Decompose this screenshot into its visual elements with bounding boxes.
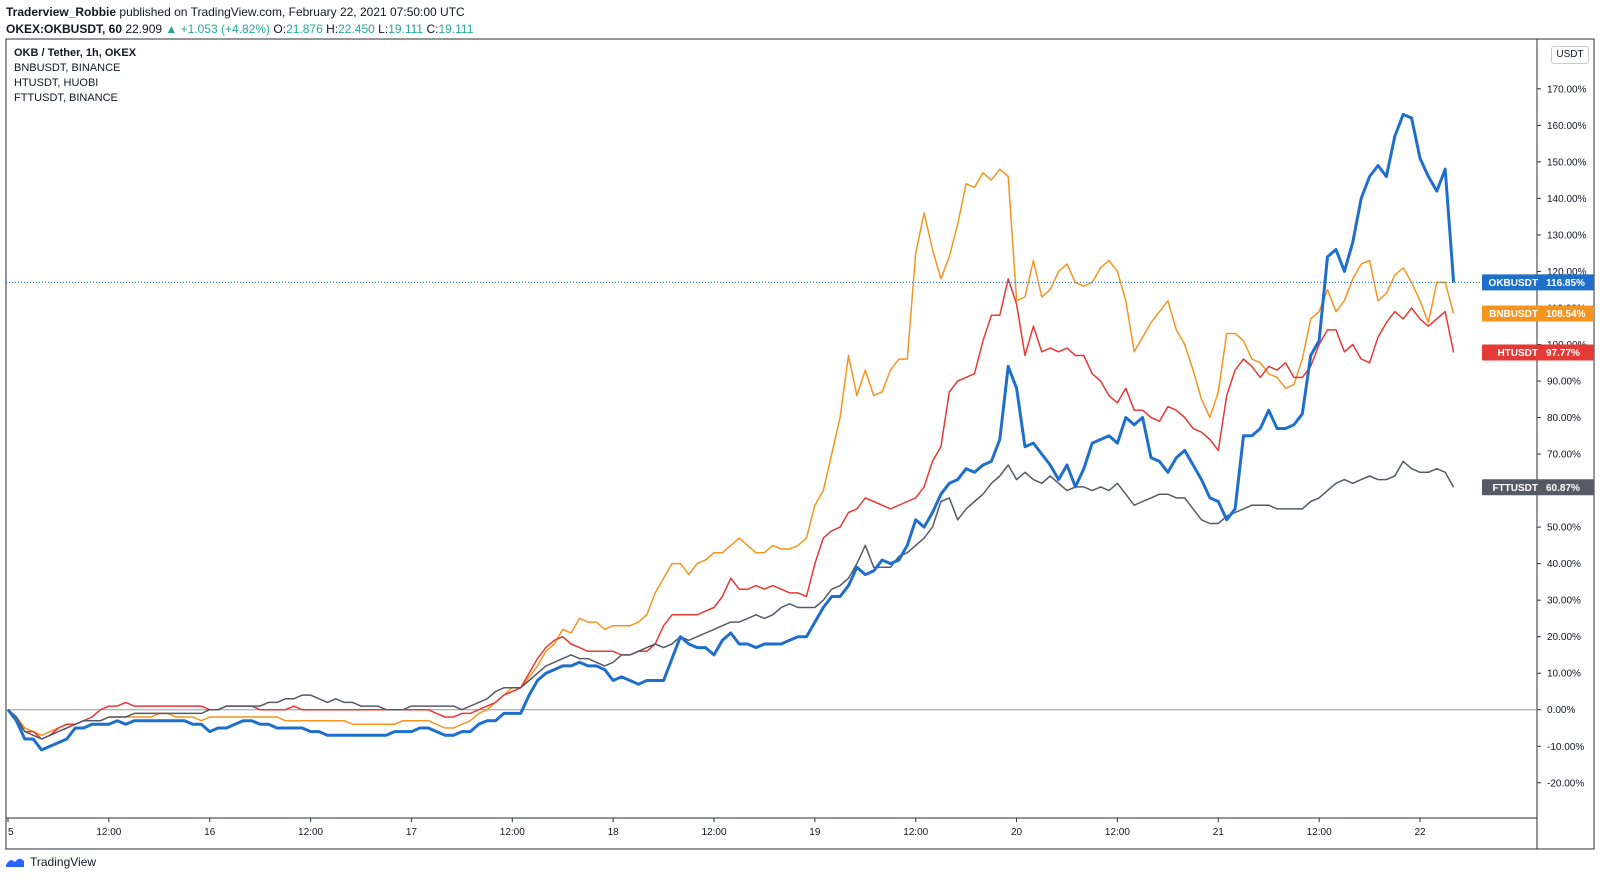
x-tick-label: 12:00: [298, 827, 323, 838]
y-tick-label: 90.00%: [1547, 377, 1581, 388]
value-tag-bg: [1482, 479, 1594, 496]
publish-line: Traderview_Robbie published on TradingVi…: [6, 4, 473, 21]
symbol-label: OKEX:OKBUSDT, 60: [6, 22, 123, 36]
x-tick-label: 17: [406, 827, 418, 838]
x-tick-label: 12:00: [500, 827, 525, 838]
legend-item-bnb[interactable]: BNBUSDT, BINANCE: [14, 62, 121, 74]
price-change: +1.053 (+4.82%): [180, 22, 271, 36]
high-label: H:: [326, 22, 339, 36]
y-tick-label: 30.00%: [1547, 596, 1581, 607]
value-tag-fttusdt: FTTUSDT 60.87%: [1482, 479, 1594, 496]
low-label: L:: [378, 22, 389, 36]
publish-info: published on TradingView.com, February 2…: [119, 5, 465, 19]
x-tick-label: 20: [1011, 827, 1023, 838]
value-tag-symbol: HTUSDT: [1497, 348, 1538, 359]
series-value-tags: OKBUSDT 116.85% BNBUSDT 108.54% HTUSDT 97.77%…: [1482, 274, 1594, 496]
y-tick-label: 20.00%: [1547, 632, 1581, 643]
close-label: C:: [426, 22, 439, 36]
x-tick-label: 12:00: [96, 827, 121, 838]
y-tick-label: 40.00%: [1547, 559, 1581, 570]
y-tick-label: 130.00%: [1547, 230, 1587, 241]
series-line-fttusdt: [7, 460, 1455, 740]
x-tick-label: 16: [204, 827, 216, 838]
chart-header: Traderview_Robbie published on TradingVi…: [6, 4, 473, 38]
x-tick-label: 12:00: [903, 827, 928, 838]
y-tick-label: 170.00%: [1547, 84, 1587, 95]
x-tick-label: 19: [809, 827, 821, 838]
currency-unit-button[interactable]: USDT: [1551, 46, 1589, 64]
y-tick-label: -20.00%: [1547, 778, 1584, 789]
close-value: 19.111: [438, 22, 474, 36]
last-price: 22.909: [125, 22, 163, 36]
series-legend: OKB / Tether, 1h, OKEX BNBUSDT, BINANCE …: [14, 46, 136, 106]
y-tick-label: 70.00%: [1547, 450, 1581, 461]
open-label: O:: [273, 22, 287, 36]
value-tag-bnbusdt: BNBUSDT 108.54%: [1482, 305, 1594, 322]
brand-name: TradingView: [30, 855, 97, 869]
x-tick-label: 12:00: [1307, 827, 1332, 838]
value-tag-bg: [1482, 305, 1594, 322]
legend-item-ftt[interactable]: FTTUSDT, BINANCE: [14, 92, 118, 104]
y-tick-label: 10.00%: [1547, 669, 1581, 680]
footer-brand[interactable]: TradingView: [4, 855, 96, 869]
y-tick-label: 160.00%: [1547, 121, 1587, 132]
series-line-bnbusdt: [7, 168, 1455, 737]
y-tick-label: 80.00%: [1547, 413, 1581, 424]
value-tag-symbol: FTTUSDT: [1492, 483, 1538, 494]
y-tick-label: 0.00%: [1547, 705, 1575, 716]
value-tag-bg: [1482, 344, 1594, 361]
author-name[interactable]: Traderview_Robbie: [6, 5, 117, 19]
x-tick-label: 12:00: [1105, 827, 1130, 838]
y-tick-label: 140.00%: [1547, 194, 1587, 205]
x-tick-label: 22: [1414, 827, 1426, 838]
series-lines: [6, 112, 1456, 752]
y-tick-label: 50.00%: [1547, 523, 1581, 534]
open-value: 21.876: [286, 22, 323, 36]
tradingview-logo-icon: [6, 858, 24, 867]
x-tick-label: 21: [1213, 827, 1225, 838]
up-arrow-icon: ▲: [165, 22, 178, 36]
x-axis-ticks: 5 12:00 16 12:00 17 12:00 18 12:00 19 12:00 20 12:0…: [7, 818, 1426, 838]
x-tick-label: 5: [8, 827, 14, 838]
series-line-htusdt: [7, 278, 1455, 740]
high-value: 22.450: [338, 22, 375, 36]
x-tick-label: 12:00: [701, 827, 726, 838]
value-tag-symbol: OKBUSDT: [1489, 278, 1538, 289]
chart-frame: [5, 38, 1595, 850]
x-tick-label: 18: [608, 827, 620, 838]
value-tag-percent: 116.85%: [1546, 278, 1585, 289]
value-tag-symbol: BNBUSDT: [1489, 309, 1538, 320]
legend-main-symbol[interactable]: OKB / Tether, 1h, OKEX: [14, 47, 137, 59]
value-tag-percent: 60.87%: [1546, 483, 1580, 494]
ohlc-line: OKEX:OKBUSDT, 60 22.909 ▲ +1.053 (+4.82%…: [6, 21, 473, 38]
y-tick-label: 120.00%: [1547, 267, 1587, 278]
value-tag-percent: 97.77%: [1546, 348, 1580, 359]
series-line-okbusdt: [6, 112, 1456, 752]
y-tick-label: 150.00%: [1547, 157, 1587, 168]
value-tag-bg: [1482, 274, 1594, 291]
y-tick-label: -10.00%: [1547, 742, 1584, 753]
low-value: 19.111: [388, 22, 424, 36]
value-tag-percent: 108.54%: [1546, 309, 1586, 320]
y-axis-ticks: -20.00% -10.00% 0.00% 10.00% 20.00% 30.00% 40.…: [1537, 84, 1587, 789]
legend-item-ht[interactable]: HTUSDT, HUOBI: [14, 77, 99, 89]
value-tag-okbusdt: OKBUSDT 116.85%: [1482, 274, 1594, 291]
value-tag-htusdt: HTUSDT 97.77%: [1482, 344, 1594, 361]
